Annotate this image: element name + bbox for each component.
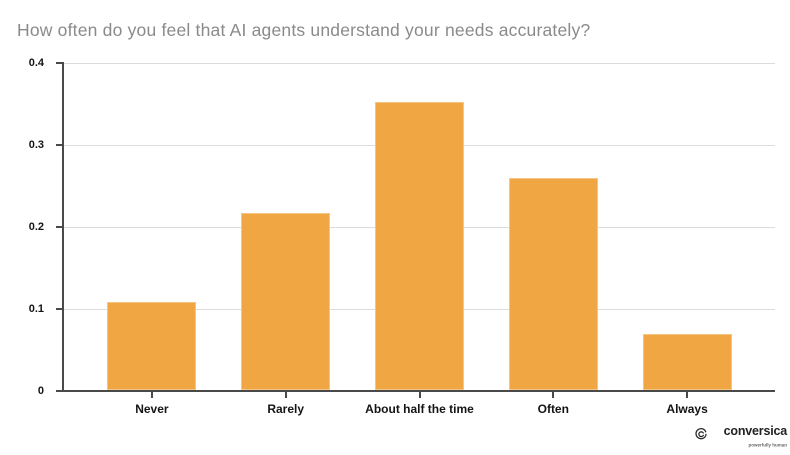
y-axis-tick (56, 144, 63, 146)
bar-often (508, 178, 598, 390)
x-axis-label: About half the time (365, 402, 474, 416)
y-axis-label: 0.1 (28, 303, 44, 315)
x-axis-label: Rarely (267, 402, 305, 416)
x-axis-tick (552, 392, 555, 398)
y-axis-label: 0.4 (28, 57, 44, 69)
conversica-logo-text: conversica (723, 424, 788, 438)
x-axis-label: Often (537, 402, 569, 416)
bar-always (642, 334, 732, 390)
y-axis-label: 0.2 (28, 221, 44, 233)
y-axis-tick (56, 226, 63, 228)
y-axis-line (62, 62, 64, 392)
y-axis-tick (56, 62, 63, 64)
bar-about-half-the-time (375, 102, 464, 390)
gridline (64, 62, 775, 64)
conversica-logo: conversica powerfully human (694, 424, 788, 447)
conversica-logo-tagline: powerfully human (748, 442, 787, 448)
y-axis-label: 0.3 (28, 139, 44, 151)
bar-never (107, 302, 197, 390)
x-axis-label: Always (666, 402, 708, 416)
conversica-logo-icon (694, 427, 708, 441)
bar-rarely (241, 212, 331, 390)
x-axis-label: Never (135, 402, 169, 416)
y-axis-label: 0 (37, 385, 44, 397)
x-axis-tick (418, 392, 421, 398)
bar-chart-plot-area: 0 0.1 0.2 0.3 0.4 Never Rarely About half the t… (29, 57, 775, 416)
x-axis-tick (150, 392, 153, 398)
x-axis-tick (284, 392, 287, 398)
x-axis-line (56, 390, 775, 392)
chart-title: How often do you feel that AI agents und… (17, 20, 591, 40)
y-axis-tick (56, 308, 63, 310)
x-axis-tick (686, 392, 689, 398)
